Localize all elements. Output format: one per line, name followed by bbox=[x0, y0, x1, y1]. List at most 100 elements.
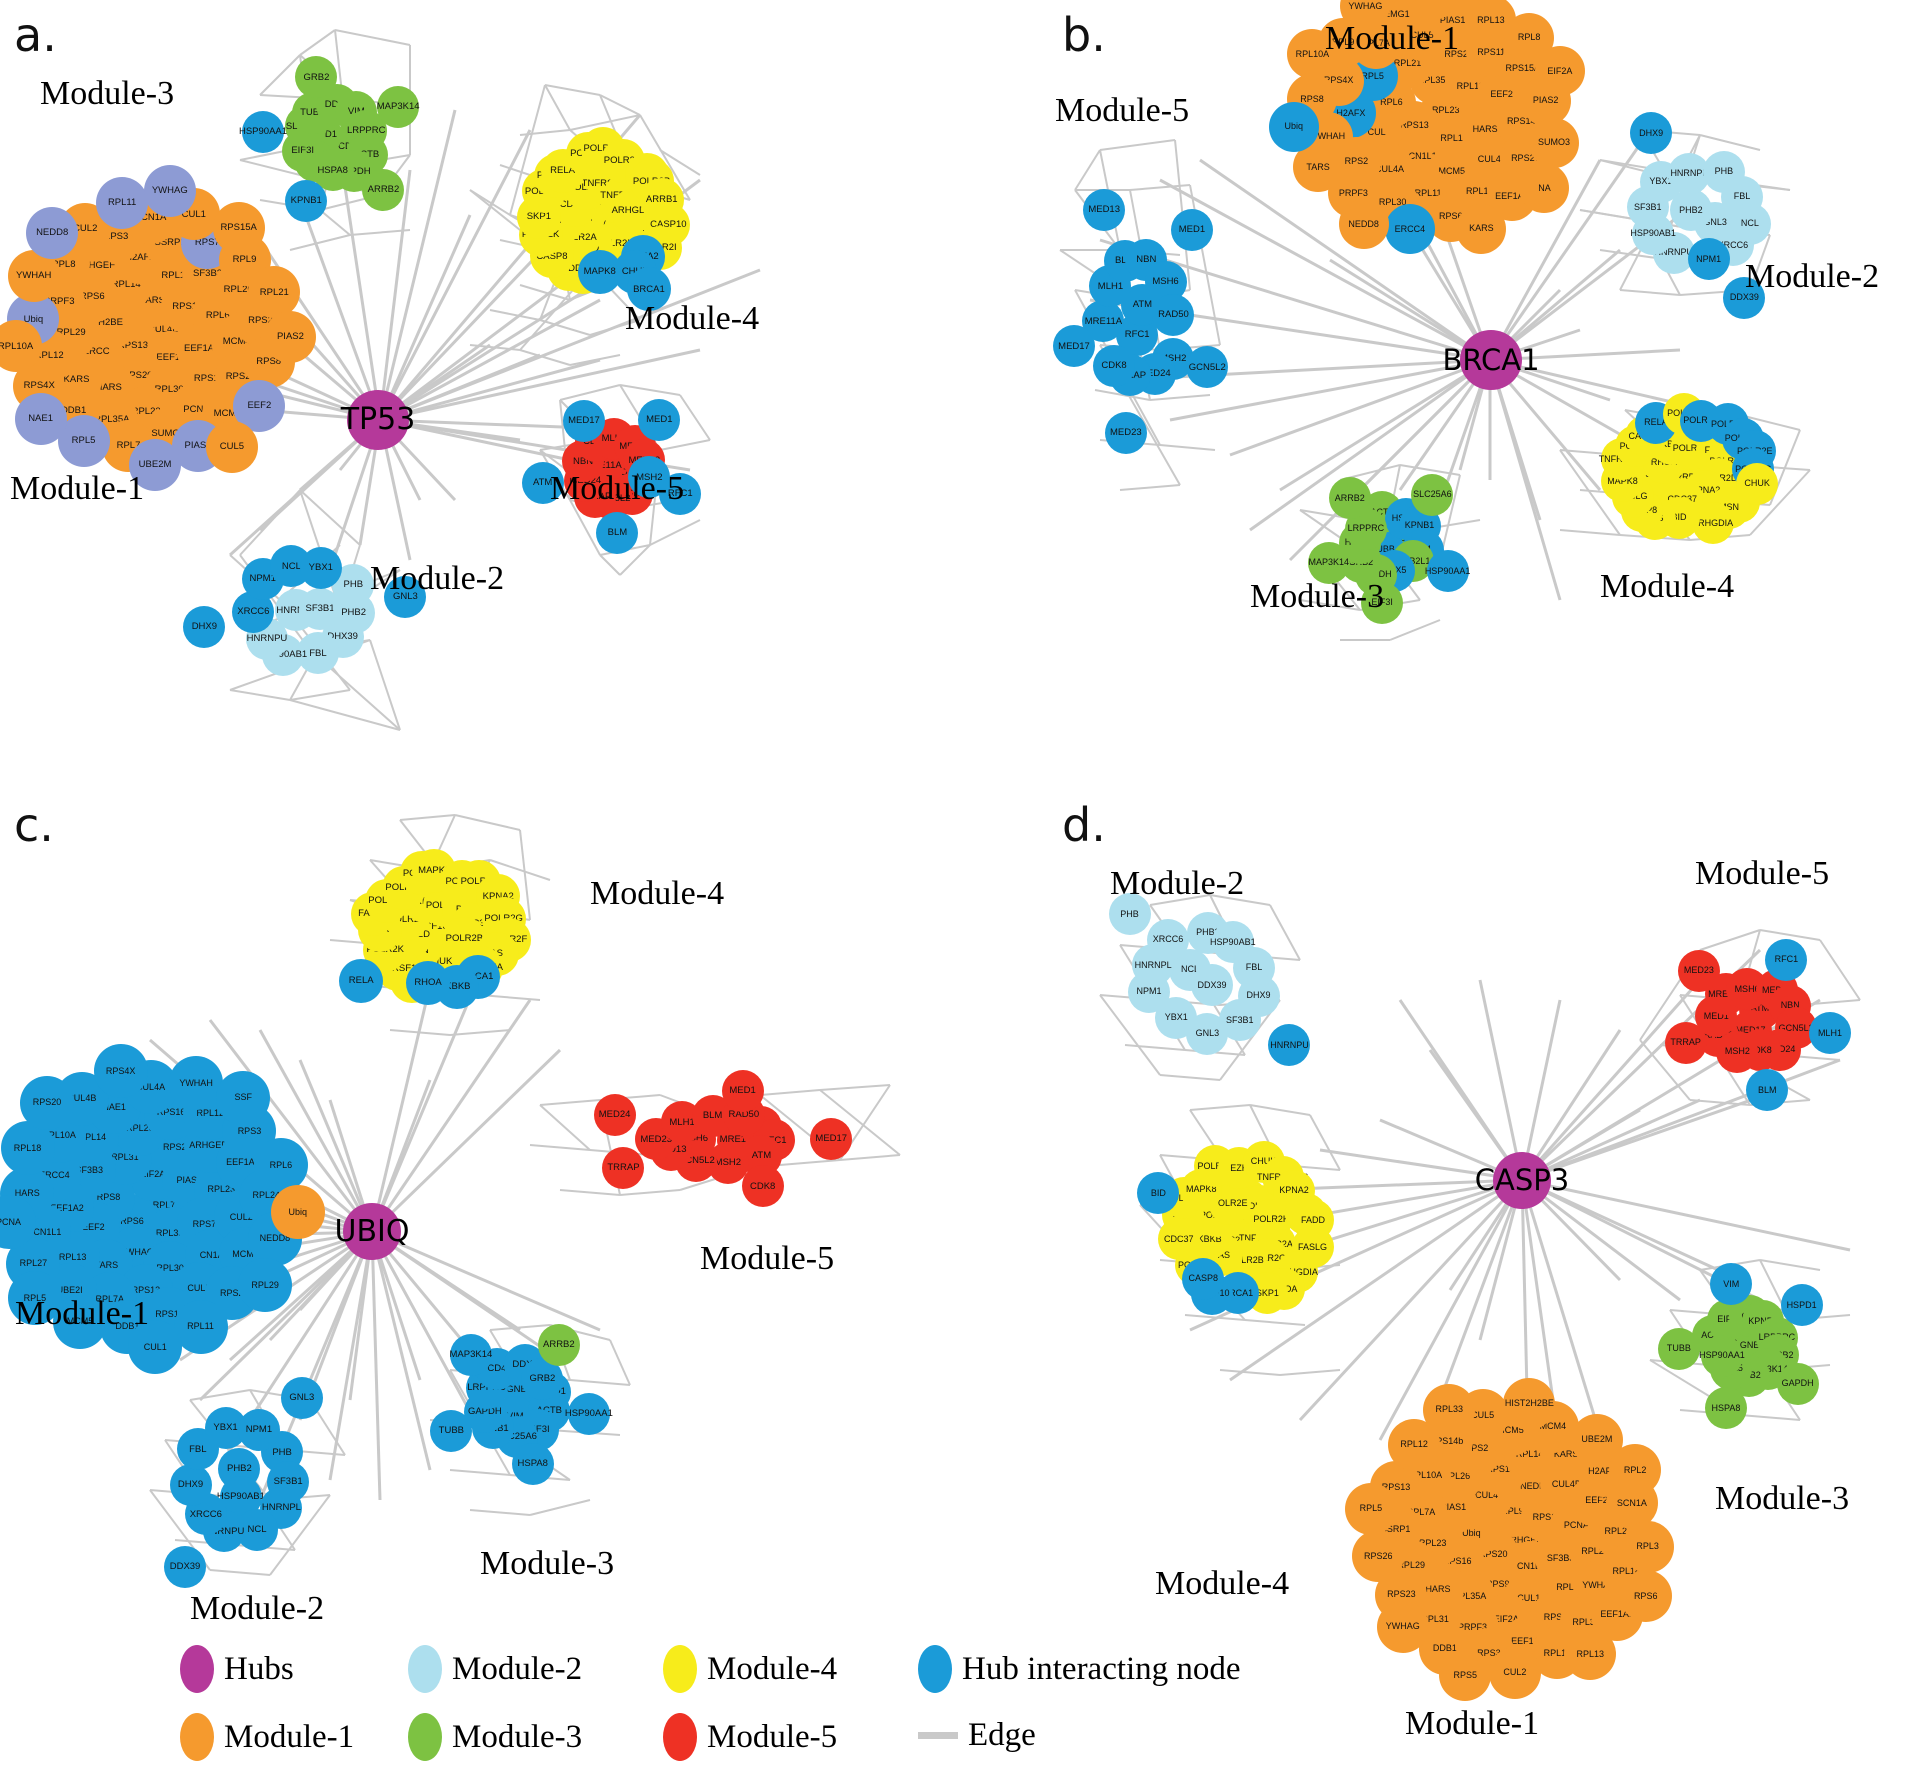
node-a-module-1-rpl11[interactable]: RPL11 bbox=[96, 176, 149, 229]
node-d-module-3-gapdh[interactable]: GAPDH bbox=[1776, 1362, 1819, 1405]
node-a-module-3-map3k14[interactable]: MAP3K14 bbox=[377, 86, 420, 129]
hub-node-casp3[interactable]: CASP3 bbox=[1475, 1152, 1569, 1209]
node-c-module-3-arrb2[interactable]: ARRB2 bbox=[537, 1323, 580, 1366]
node-d-module-1-rpl3[interactable]: RPL3 bbox=[1621, 1520, 1674, 1573]
node-b-module-3-arrb2[interactable]: ARRB2 bbox=[1328, 477, 1371, 520]
node-a-module-1-nedd8[interactable]: NEDD8 bbox=[26, 206, 79, 259]
node-c-module-3-hspa8[interactable]: HSPA8 bbox=[511, 1442, 554, 1485]
node-b-module-5-med1[interactable]: MED1 bbox=[1170, 209, 1213, 252]
node-c-module-3-hsp90aa1[interactable]: HSP90AA1 bbox=[565, 1392, 613, 1435]
node-a-module-2-dhx9[interactable]: DHX9 bbox=[183, 606, 226, 649]
node-b-module-1-rpl29[interactable]: RPL29 bbox=[1452, 0, 1503, 16]
node-c-module-2-ddx39[interactable]: DDX39 bbox=[164, 1545, 207, 1588]
node-d-module-3-hspd1[interactable]: HSPD1 bbox=[1780, 1284, 1823, 1327]
node-c-module-1-ssf[interactable]: SSF bbox=[216, 1070, 271, 1125]
node-c-module-5-trrap[interactable]: TRRAP bbox=[602, 1146, 645, 1189]
node-a-module-5-med1[interactable]: MED1 bbox=[638, 398, 681, 441]
node-c-module-4-rela[interactable]: RELA bbox=[339, 958, 384, 1003]
node-c-module-4-rhoa[interactable]: RHOA bbox=[406, 960, 451, 1005]
node-b-module-1-nedd8[interactable]: NEDD8 bbox=[1338, 199, 1389, 250]
node-d-module-2-hnrnpu[interactable]: HNRNPU bbox=[1268, 1024, 1311, 1067]
node-c-module-3-tubb[interactable]: TUBB bbox=[430, 1410, 473, 1453]
node-a-module-2-ybx1[interactable]: YBX1 bbox=[299, 546, 342, 589]
hub-node-ubiq[interactable]: UBIQ bbox=[335, 1203, 410, 1260]
node-d-module-3-tubb[interactable]: TUBB bbox=[1657, 1327, 1700, 1370]
node-d-module-2-ybx1[interactable]: YBX1 bbox=[1155, 996, 1198, 1039]
node-c-module-2-dhx9[interactable]: DHX9 bbox=[169, 1463, 212, 1506]
node-d-module-1-rps6[interactable]: RPS6 bbox=[1619, 1570, 1672, 1623]
legend-item-module-3: Module-3 bbox=[408, 1713, 582, 1761]
node-a-module-1-rps15a[interactable]: RPS15A bbox=[212, 201, 265, 254]
node-d-module-5-msh2[interactable]: MSH2 bbox=[1716, 1030, 1759, 1073]
node-c-module-3-map3k14[interactable]: MAP3K14 bbox=[450, 1334, 492, 1377]
node-c-module-1-rps20[interactable]: RPS20 bbox=[20, 1075, 75, 1130]
node-d-module-3-hspa8[interactable]: HSPA8 bbox=[1704, 1387, 1747, 1430]
node-b-module-2-dhx9[interactable]: DHX9 bbox=[1630, 112, 1673, 155]
node-a-module-3-kpnb1[interactable]: KPNB1 bbox=[285, 179, 328, 222]
node-d-module-1-ywhag[interactable]: YWHAG bbox=[1376, 1600, 1429, 1653]
node-b-module-1-rpl24[interactable]: RPL24 bbox=[1378, 0, 1429, 5]
node-c-module-2-gnl3[interactable]: GNL3 bbox=[280, 1376, 323, 1419]
node-b-module-1-kars[interactable]: KARS bbox=[1456, 203, 1507, 254]
hub-node-brca1[interactable]: BRCA1 bbox=[1442, 330, 1540, 390]
node-b-module-1-ubiq[interactable]: Ubiq bbox=[1268, 101, 1319, 152]
node-d-module-5-med23[interactable]: MED23 bbox=[1677, 949, 1720, 992]
node-d-module-5-blm[interactable]: BLM bbox=[1746, 1069, 1789, 1112]
node-d-module-1-rpl13[interactable]: RPL13 bbox=[1564, 1628, 1617, 1681]
node-c-module-5-med1[interactable]: MED1 bbox=[721, 1069, 764, 1112]
node-a-module-1-cul5[interactable]: CUL5 bbox=[205, 420, 258, 473]
node-b-module-1-sumo3[interactable]: SUMO3 bbox=[1529, 117, 1580, 168]
node-c-module-1-ywhah[interactable]: YWHAH bbox=[169, 1056, 224, 1111]
node-a-module-4-mapk8[interactable]: MAPK8 bbox=[577, 249, 622, 294]
node-d-module-1-rps26[interactable]: RPS26 bbox=[1352, 1530, 1405, 1583]
node-b-module-2-npm1[interactable]: NPM1 bbox=[1687, 238, 1730, 281]
node-a-module-5-blm[interactable]: BLM bbox=[596, 512, 639, 555]
node-c-module-1-rpl6[interactable]: RPL6 bbox=[253, 1138, 308, 1193]
legend-swatch-edge bbox=[918, 1732, 958, 1739]
node-d-module-5-rfc1[interactable]: RFC1 bbox=[1765, 938, 1808, 981]
legend-label-edge: Edge bbox=[968, 1717, 1036, 1753]
node-label: SF3B1 bbox=[1226, 1014, 1254, 1025]
node-a-module-5-med17[interactable]: MED17 bbox=[562, 399, 605, 442]
node-b-module-5-gcn5l2[interactable]: GCN5L2 bbox=[1186, 346, 1229, 389]
node-b-module-5-med13[interactable]: MED13 bbox=[1083, 188, 1126, 231]
node-c-module-1-rps4x[interactable]: RPS4X bbox=[93, 1044, 148, 1099]
legend-swatch-module-5 bbox=[663, 1713, 697, 1761]
node-d-module-3-hsp90aa1[interactable]: HSP90AA1 bbox=[1699, 1334, 1745, 1377]
node-d-module-2-ddx39[interactable]: DDX39 bbox=[1191, 964, 1234, 1007]
node-c-module-5-med24[interactable]: MED24 bbox=[593, 1093, 636, 1136]
node-d-module-5-mlh1[interactable]: MLH1 bbox=[1808, 1012, 1851, 1055]
node-a-module-1-pias2[interactable]: PIAS2 bbox=[264, 311, 317, 364]
node-d-module-1-rpl33[interactable]: RPL33 bbox=[1423, 1383, 1476, 1436]
node-b-module-3-slc25a6[interactable]: SLC25A6 bbox=[1411, 473, 1454, 516]
node-a-module-3-hsp90aa1[interactable]: HSP90AA1 bbox=[239, 110, 287, 153]
node-d-module-5-trrap[interactable]: TRRAP bbox=[1664, 1021, 1707, 1064]
node-c-module-5-med17[interactable]: MED17 bbox=[810, 1118, 853, 1161]
node-d-module-1-hist2h2be[interactable]: HIST2H2BE bbox=[1503, 1377, 1556, 1430]
node-d-module-1-cul2[interactable]: CUL2 bbox=[1488, 1646, 1541, 1699]
node-c-module-1-rpl29[interactable]: RPL29 bbox=[238, 1258, 293, 1313]
node-b-module-1-eif2a[interactable]: EIF2A bbox=[1534, 46, 1585, 97]
node-b-module-5-med23[interactable]: MED23 bbox=[1104, 412, 1147, 455]
node-c-module-2-npm1[interactable]: NPM1 bbox=[237, 1409, 280, 1451]
node-c-module-1-ubiq[interactable]: Ubiq bbox=[270, 1185, 325, 1240]
node-a-module-1-ywhag[interactable]: YWHAG bbox=[143, 165, 196, 218]
node-b-module-1-ercc4[interactable]: ERCC4 bbox=[1384, 204, 1435, 255]
node-b-module-3-hsp90aa1[interactable]: HSP90AA1 bbox=[1425, 550, 1470, 593]
node-b-module-4-chuk[interactable]: CHUK bbox=[1736, 462, 1779, 505]
node-d-module-4-casp8[interactable]: CASP8 bbox=[1182, 1257, 1225, 1300]
node-a-module-1-nae1[interactable]: NAE1 bbox=[14, 392, 67, 445]
node-c-module-5-cdk8[interactable]: CDK8 bbox=[741, 1165, 784, 1208]
node-d-module-1-rps5[interactable]: RPS5 bbox=[1439, 1649, 1492, 1702]
node-b-module-1-na[interactable]: NA bbox=[1519, 163, 1570, 214]
hub-node-tp53[interactable]: TP53 bbox=[341, 390, 415, 450]
node-label: RPL13 bbox=[1477, 14, 1505, 25]
node-label: YWHAH bbox=[15, 270, 52, 282]
node-d-module-1-rpl5[interactable]: RPL5 bbox=[1344, 1482, 1397, 1535]
node-b-module-5-rad50[interactable]: RAD50 bbox=[1152, 294, 1195, 337]
node-b-module-5-cdk8[interactable]: CDK8 bbox=[1093, 344, 1136, 387]
node-b-module-1-ube2m[interactable]: UBE2M bbox=[1407, 0, 1458, 21]
node-b-module-5-med17[interactable]: MED17 bbox=[1053, 325, 1095, 368]
node-d-module-2-xrcc6[interactable]: XRCC6 bbox=[1146, 918, 1189, 961]
node-a-module-3-arrb2[interactable]: ARRB2 bbox=[362, 169, 405, 212]
